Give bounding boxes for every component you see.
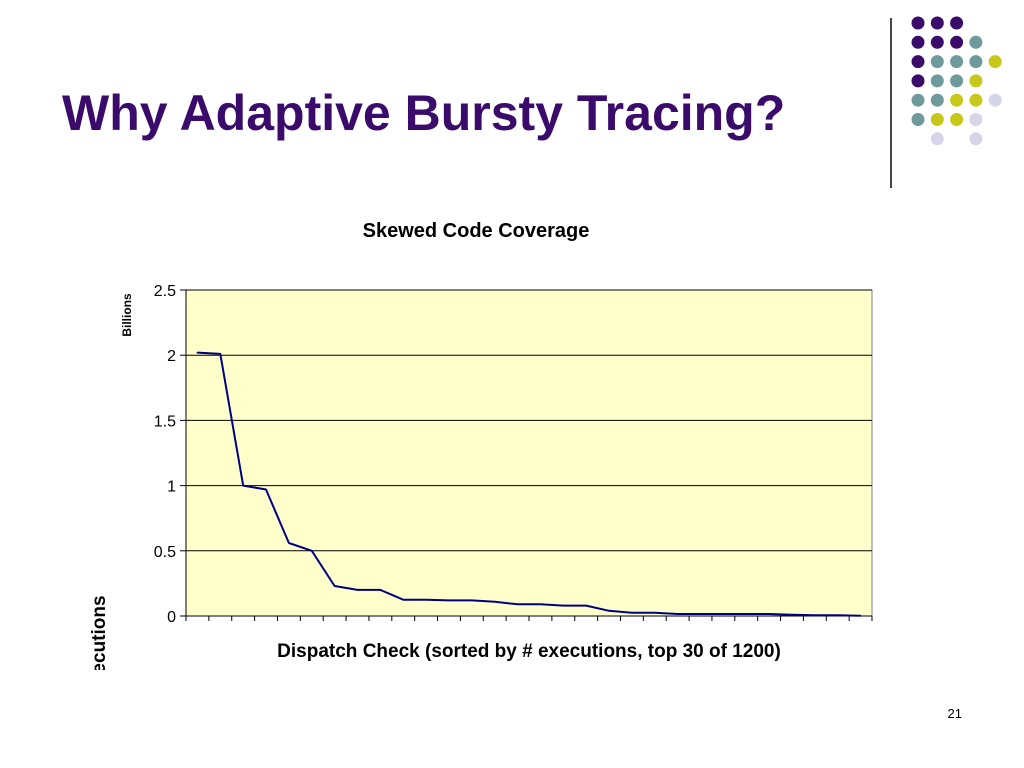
- decorative-dot: [930, 16, 944, 30]
- decorative-dot: [950, 35, 964, 49]
- decorative-dot: [930, 74, 944, 88]
- data-point: [219, 353, 222, 355]
- decorative-dot: [911, 113, 925, 126]
- decorative-dot: [950, 74, 964, 88]
- y-tick-label: 2: [167, 348, 176, 365]
- chart-title: Skewed Code Coverage: [363, 220, 590, 242]
- data-point: [722, 613, 725, 615]
- page-number: 21: [947, 706, 962, 721]
- data-point: [859, 614, 862, 617]
- decorative-dot: [969, 132, 983, 146]
- y-tick-label: 1: [167, 479, 176, 496]
- data-point: [585, 604, 587, 607]
- decorative-dot: [911, 35, 925, 49]
- data-point: [356, 589, 359, 591]
- decorative-dot: [911, 16, 925, 30]
- data-point: [402, 598, 405, 601]
- x-axis-label: Dispatch Check (sorted by # executions, …: [277, 641, 781, 662]
- decorative-dot: [950, 55, 964, 69]
- y-tick-label: 1.5: [154, 413, 176, 430]
- y-axis-label: # executions: [89, 595, 110, 670]
- data-point: [836, 614, 839, 617]
- y-tick-label: 2.5: [154, 283, 176, 300]
- data-point: [768, 613, 770, 615]
- decorative-dot-grid: [911, 16, 1002, 146]
- data-point: [631, 611, 633, 614]
- data-point: [791, 613, 793, 616]
- data-point: [699, 613, 702, 615]
- data-point: [608, 609, 610, 612]
- decorative-dot: [988, 55, 1002, 69]
- y-tick-label: 0.5: [154, 544, 176, 561]
- plot-area: [185, 289, 873, 617]
- data-point: [653, 611, 656, 614]
- decorative-dot: [950, 16, 964, 30]
- data-point: [333, 585, 336, 587]
- decorative-dot: [930, 113, 944, 126]
- data-point: [562, 604, 565, 607]
- y-tick-label: 0: [167, 609, 176, 626]
- decorative-dot: [911, 74, 925, 88]
- data-point: [196, 351, 199, 354]
- data-point: [493, 600, 496, 603]
- series-line: [197, 351, 861, 617]
- decorative-dot: [969, 55, 983, 69]
- data-point: [471, 599, 473, 602]
- data-point: [539, 603, 542, 606]
- decorative-dot: [930, 132, 944, 146]
- decorative-dot: [950, 93, 964, 107]
- decorative-dot: [988, 93, 1002, 107]
- data-point: [265, 488, 267, 491]
- slide-title: Why Adaptive Bursty Tracing?: [62, 85, 786, 141]
- data-point: [425, 598, 427, 601]
- data-point: [745, 613, 748, 615]
- data-point: [448, 599, 450, 602]
- decorative-dot: [911, 55, 925, 69]
- y-axis-unit-label: Billions: [120, 293, 134, 337]
- data-point: [676, 613, 679, 615]
- decorative-dot: [969, 74, 983, 88]
- title-divider: [890, 18, 892, 188]
- decorative-dot: [969, 113, 983, 126]
- data-point: [379, 589, 382, 591]
- line-chart: Skewed Code Coverage # executions Billio…: [89, 220, 873, 670]
- data-point: [516, 603, 519, 606]
- decorative-dot: [969, 93, 983, 107]
- data-point: [310, 550, 313, 552]
- data-point: [288, 542, 290, 544]
- decorative-dot: [911, 93, 925, 107]
- decorative-dot: [969, 35, 983, 49]
- decorative-dot: [930, 35, 944, 49]
- decorative-dot: [950, 113, 964, 126]
- decorative-dot: [930, 55, 944, 69]
- data-point: [814, 614, 816, 617]
- decorative-dot: [930, 93, 944, 107]
- data-point: [242, 484, 244, 487]
